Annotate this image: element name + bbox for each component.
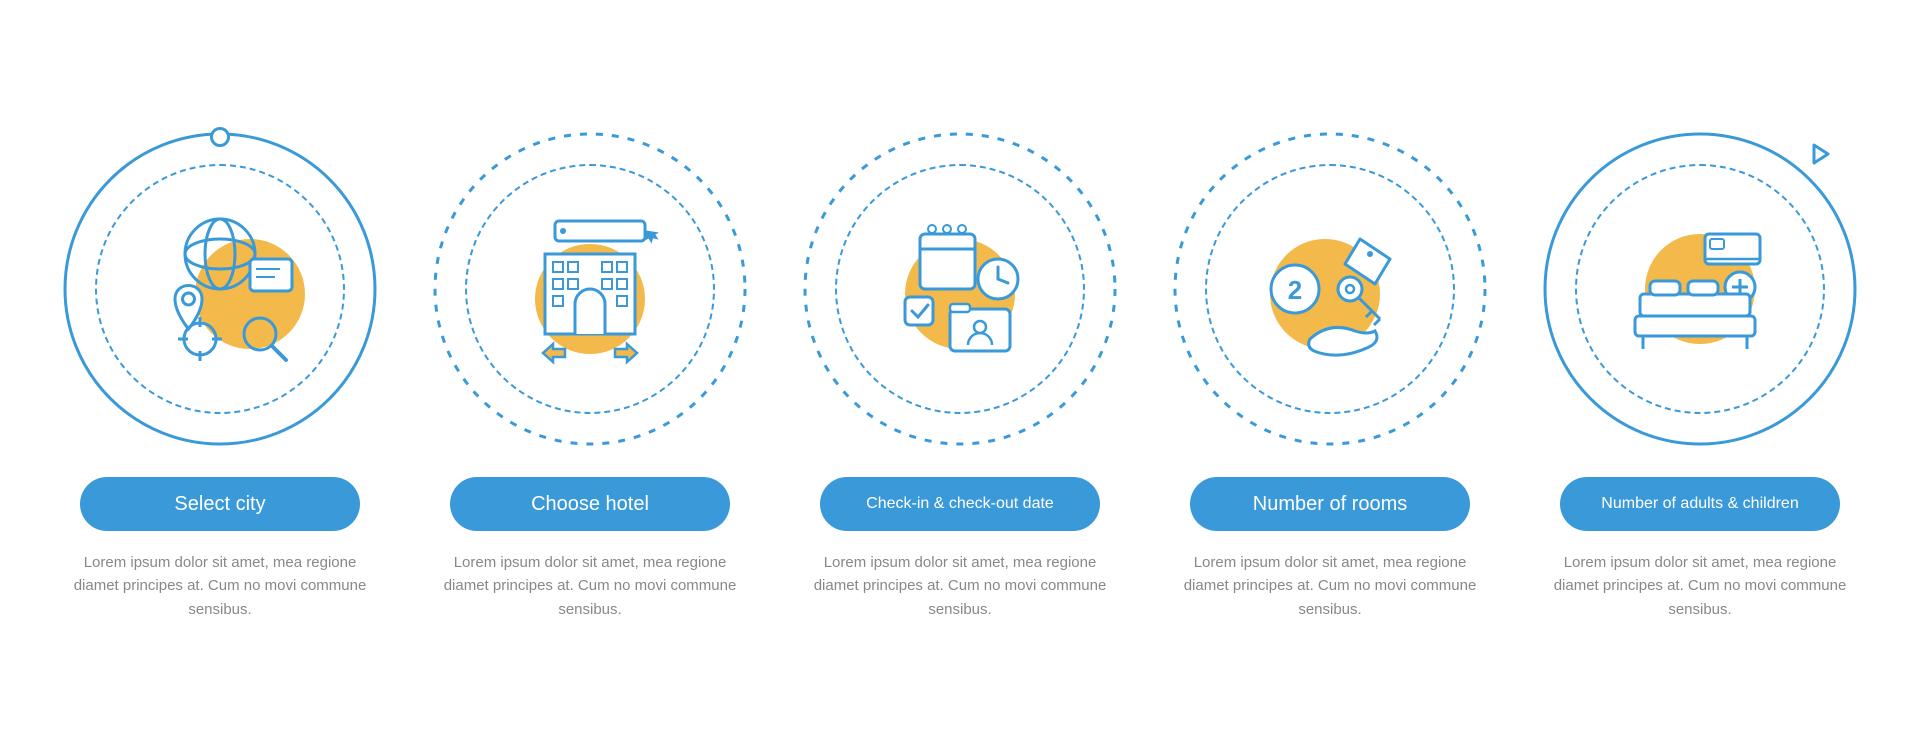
step-description: Lorem ipsum dolor sit amet, mea regione …: [1180, 551, 1480, 621]
step-label-pill: Choose hotel: [450, 477, 730, 531]
step-circle: [1540, 129, 1860, 449]
rooms-key-icon: 2: [1240, 199, 1420, 379]
step-number-people: Number of adults & children Lorem ipsum …: [1530, 129, 1870, 621]
bed-plus-icon: [1610, 199, 1790, 379]
step-check-dates: Check-in & check-out date Lorem ipsum do…: [790, 129, 1130, 621]
step-label: Number of rooms: [1253, 493, 1408, 516]
globe-pin-search-icon: [130, 199, 310, 379]
start-dot-icon: [210, 127, 230, 147]
step-choose-hotel: Choose hotel Lorem ipsum dolor sit amet,…: [420, 129, 760, 621]
step-circle: [60, 129, 380, 449]
svg-text:2: 2: [1288, 275, 1302, 305]
step-select-city: Select city Lorem ipsum dolor sit amet, …: [50, 129, 390, 621]
step-description: Lorem ipsum dolor sit amet, mea regione …: [70, 551, 370, 621]
step-label: Check-in & check-out date: [866, 495, 1054, 513]
infographic-row: Select city Lorem ipsum dolor sit amet, …: [0, 89, 1920, 661]
step-label-pill: Number of adults & children: [1560, 477, 1840, 531]
step-label-pill: Check-in & check-out date: [820, 477, 1100, 531]
step-description: Lorem ipsum dolor sit amet, mea regione …: [440, 551, 740, 621]
step-label: Select city: [174, 493, 265, 516]
step-description: Lorem ipsum dolor sit amet, mea regione …: [810, 551, 1110, 621]
step-circle: [430, 129, 750, 449]
step-description: Lorem ipsum dolor sit amet, mea regione …: [1550, 551, 1850, 621]
step-label: Choose hotel: [531, 493, 649, 516]
calendar-clock-icon: [870, 199, 1050, 379]
step-circle: 2: [1170, 129, 1490, 449]
hotel-building-icon: [500, 199, 680, 379]
step-number-rooms: 2 Number of rooms Lorem ipsum dolor si: [1160, 129, 1500, 621]
step-label-pill: Select city: [80, 477, 360, 531]
end-arrow-icon: [1810, 143, 1832, 165]
step-label-pill: Number of rooms: [1190, 477, 1470, 531]
step-label: Number of adults & children: [1601, 495, 1798, 513]
step-circle: [800, 129, 1120, 449]
